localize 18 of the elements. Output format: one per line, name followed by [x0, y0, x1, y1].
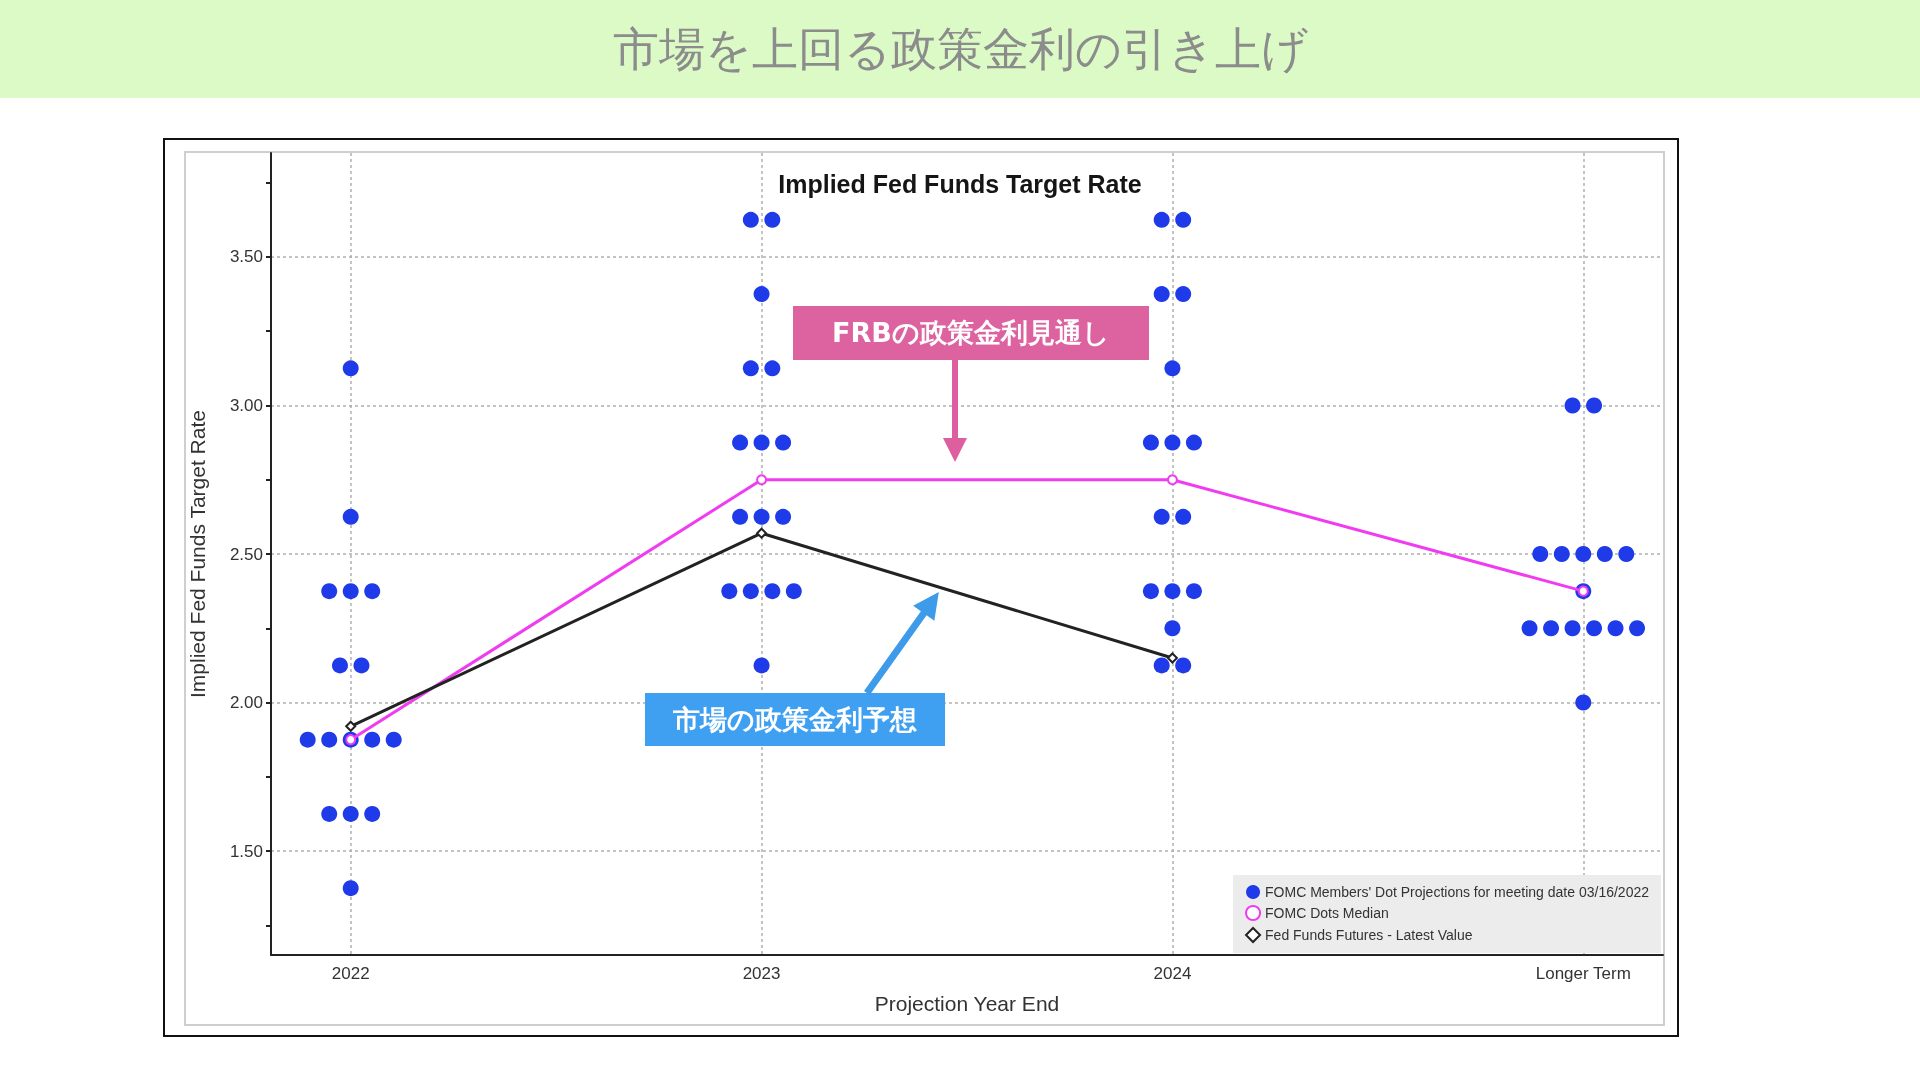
y-tick-label: 2.50: [229, 544, 263, 564]
legend-label: FOMC Members' Dot Projections for meeting date 03/16/2022: [1265, 884, 1650, 900]
y-tick-label: 1.50: [229, 841, 263, 861]
y-axis-title: Implied Fed Funds Target Rate: [186, 410, 209, 698]
x-tick-label: Longer Term: [1535, 964, 1631, 983]
legend-label: Fed Funds Futures - Latest Value: [1265, 927, 1473, 943]
chart-title: 市場を上回る政策金利の引き上げ: [612, 21, 1308, 76]
x-tick-label: 2022: [331, 964, 370, 983]
legend-label: FOMC Dots Median: [1265, 905, 1389, 921]
x-tick-label: 2023: [742, 964, 781, 983]
y-tick-label: 3.00: [229, 395, 263, 415]
text: Implied Fed Funds Target Rate: [778, 169, 1142, 198]
annotation: FRBの政策金利見通し: [793, 306, 1149, 360]
y-tick-label: 3.50: [229, 247, 263, 267]
y-tick-label: 2.00: [229, 693, 263, 713]
x-tick-label: 2024: [1153, 964, 1192, 983]
x-axis-title: Projection Year End: [874, 992, 1060, 1015]
annotation: 市場の政策金利予想: [645, 693, 945, 746]
